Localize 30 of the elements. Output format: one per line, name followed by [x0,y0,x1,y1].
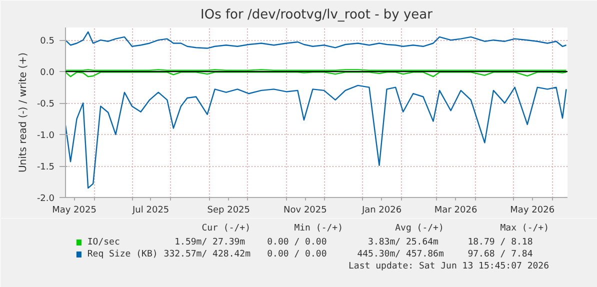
text: 18.79 / 8.18 [468,238,533,248]
text: Cur (-/+) [202,224,251,234]
text: 0.00 / 0.00 [267,238,327,248]
x-tick-label: Sep 2025 [207,206,250,216]
x-tick-label: Jul 2025 [132,206,170,216]
y-tick-label: -1.5 [36,162,54,173]
legend-label: IO/sec [87,238,120,248]
y-axis-title: Units read (-) / write (+) [18,52,29,173]
text: 445.30m/ 457.86m [357,250,444,260]
text: Avg (-/+) [395,224,444,234]
legend-label: Req Size (KB) [87,250,158,260]
text: Max (-/+) [500,224,550,234]
x-tick-label: Mar 2026 [434,206,478,216]
y-tick-label: -2.0 [36,194,55,204]
x-tick-label: May 2026 [510,206,555,216]
text: 0.00 / 0.00 [267,250,327,260]
text: 3.83m/ 25.64m [368,238,438,248]
text: 97.68 / 7.84 [468,250,533,260]
text: Last update: Sat Jun 13 15:45:07 2026 [348,262,549,272]
y-tick-label: 0.5 [40,36,55,47]
y-tick-label: -0.5 [36,100,54,110]
chart-title: IOs for /dev/rootvg/lv_root - by year [200,8,434,22]
y-tick-label: -1.0 [36,131,55,142]
text: 332.57m/ 428.42m [164,250,250,260]
y-tick-label: 0.0 [40,68,55,78]
text: 1.59m/ 27.39m [174,238,246,248]
x-tick-label: Nov 2025 [284,206,327,216]
text: Min (-/+) [294,224,344,234]
x-tick-label: Jan 2026 [360,206,402,216]
x-tick-label: May 2025 [52,206,96,216]
